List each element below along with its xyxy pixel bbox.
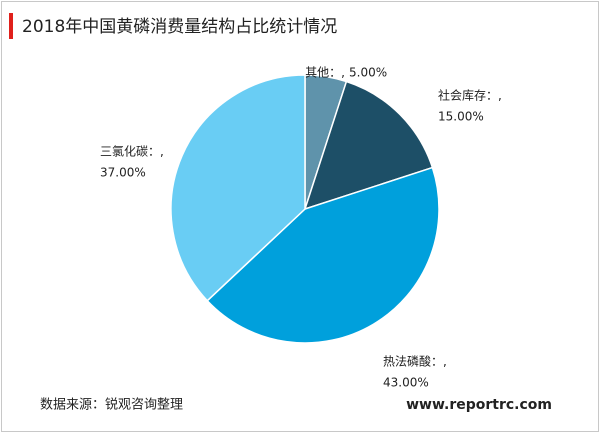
source-note: 数据来源：锐观咨询整理 [40,398,183,413]
value-label: 15.00% [438,110,484,124]
value-label: 37.00% [100,166,146,180]
slice-label: 其他：, [305,66,345,80]
slice-label: 社会库存：, [438,88,502,103]
slice-label: 三氯化碳：, [100,145,164,159]
chart-title: 2018年中国黄磷消费量结构占比统计情况 [22,17,337,37]
pie-slice [170,74,306,302]
title-marker [9,13,13,39]
pie-slice [206,166,440,344]
website: www.reportrc.com [406,397,552,413]
slice-label: 热法磷酸：, [383,354,447,369]
pie-slice [303,80,434,211]
value-label: 5.00% [349,66,387,80]
value-label: 43.00% [383,376,429,390]
